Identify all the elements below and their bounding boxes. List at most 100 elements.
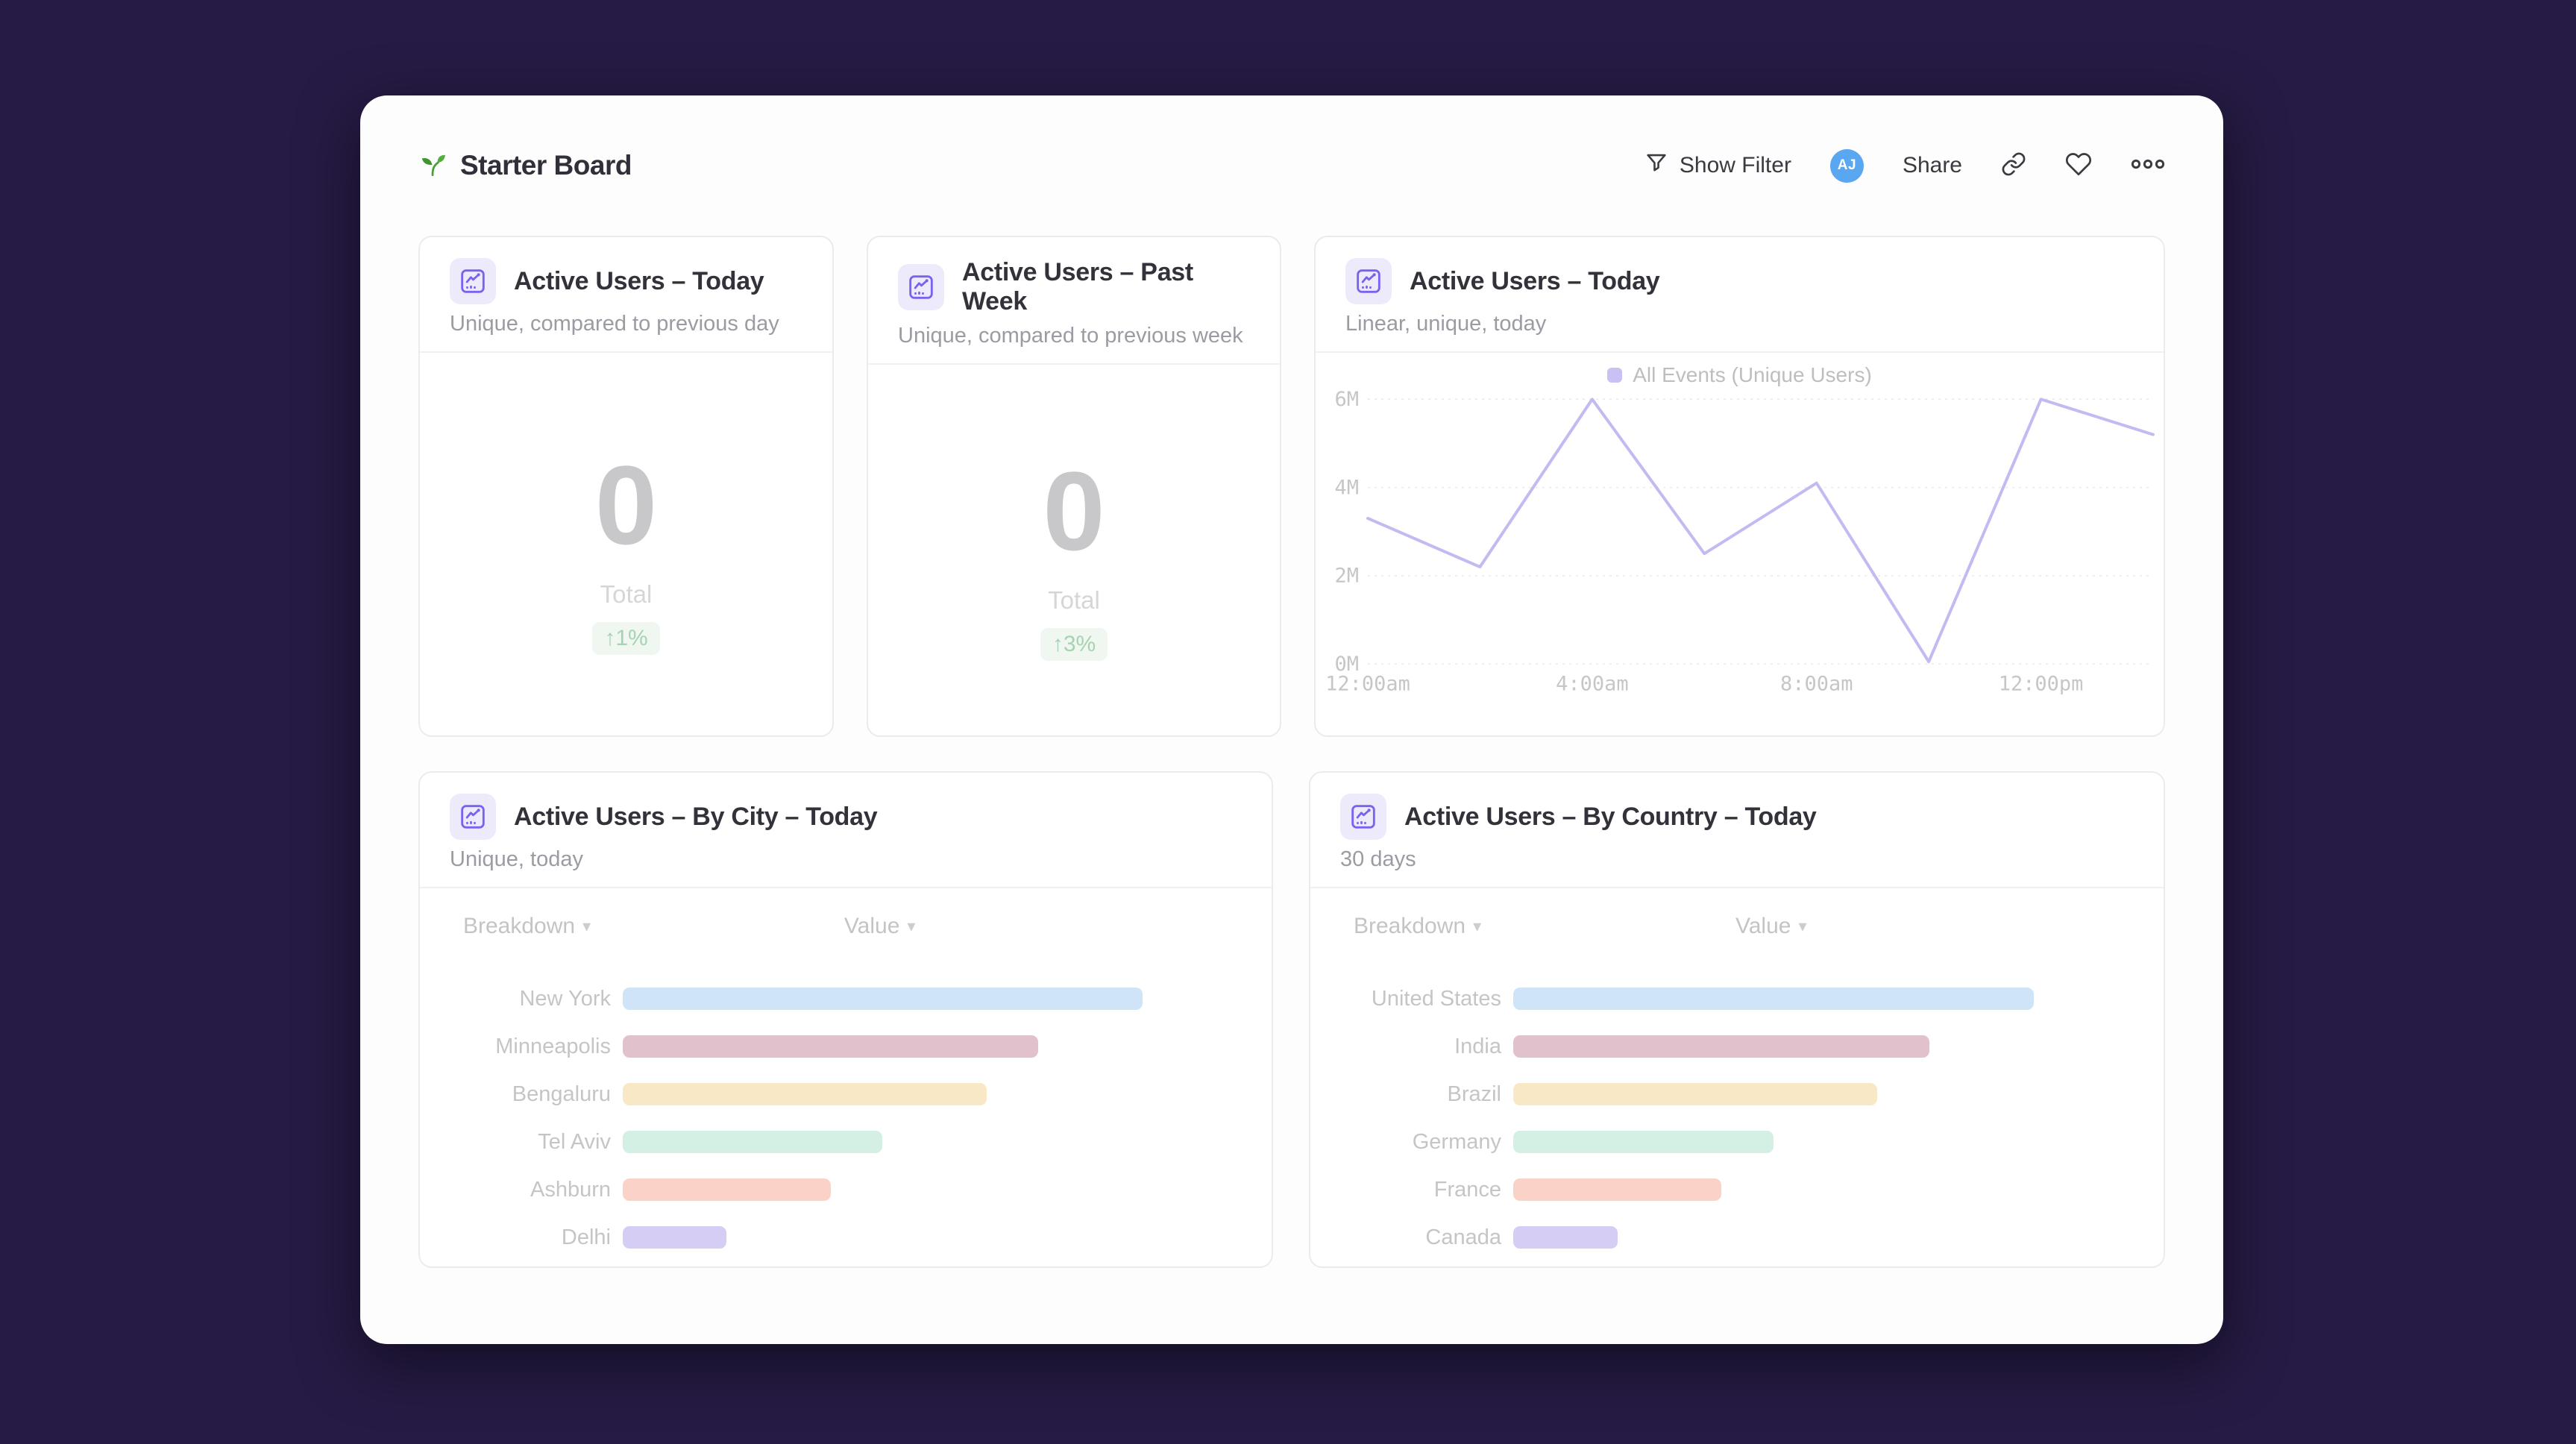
svg-text:2M: 2M bbox=[1335, 565, 1359, 588]
panel-header: Active Users – Today Unique, compared to… bbox=[420, 237, 832, 353]
bar-row-label: Minneapolis bbox=[495, 1034, 611, 1058]
delta-badge: ↑3% bbox=[1040, 627, 1108, 661]
share-label: Share bbox=[1902, 153, 1962, 178]
svg-text:8:00am: 8:00am bbox=[1780, 673, 1853, 696]
panel-subtitle: Unique, today bbox=[450, 847, 583, 871]
bar-row-label: Delhi bbox=[561, 1225, 611, 1249]
bar bbox=[1513, 1226, 1618, 1249]
delta-badge: ↑1% bbox=[592, 621, 660, 655]
chevron-down-icon: ▾ bbox=[582, 917, 591, 935]
breakdown-sort-control[interactable]: Breakdown ▾ bbox=[1354, 914, 1481, 939]
bar-row: Minneapolis bbox=[420, 1023, 1272, 1070]
panel-header: Active Users – By Country – Today 30 day… bbox=[1310, 773, 2164, 888]
chart-icon bbox=[450, 794, 496, 840]
bar-row-label: India bbox=[1454, 1034, 1501, 1058]
top-row: Active Users – Today Unique, compared to… bbox=[418, 236, 2165, 737]
bar-row: Bengaluru bbox=[420, 1070, 1272, 1118]
legend-label: All Events (Unique Users) bbox=[1633, 363, 1872, 386]
value-sort-control[interactable]: Value ▾ bbox=[1735, 914, 1807, 939]
show-filter-label: Show Filter bbox=[1679, 153, 1791, 178]
bar-row: New York bbox=[420, 975, 1272, 1023]
big-number-content: 0 Total ↑1% bbox=[420, 353, 832, 735]
ellipsis-icon bbox=[2131, 157, 2165, 175]
panel-subtitle: Linear, unique, today bbox=[1345, 312, 1547, 336]
svg-text:4:00am: 4:00am bbox=[1556, 673, 1628, 696]
bar-row-label: Bengaluru bbox=[512, 1082, 611, 1106]
bar-row: Ashburn bbox=[420, 1166, 1272, 1214]
bar-row-label: Canada bbox=[1425, 1225, 1501, 1249]
dashboard-card: Starter Board Show Filter AJ Share bbox=[360, 95, 2223, 1344]
panel-active-users-today: Active Users – Today Unique, compared to… bbox=[418, 236, 834, 737]
svg-text:4M: 4M bbox=[1335, 477, 1359, 500]
bar-row: Canada bbox=[1310, 1214, 2164, 1261]
seedling-icon bbox=[418, 150, 447, 182]
filter-icon bbox=[1644, 150, 1669, 181]
favorite-button[interactable] bbox=[2065, 151, 2092, 181]
panel-header: Active Users – Past Week Unique, compare… bbox=[868, 237, 1280, 365]
total-label: Total bbox=[600, 580, 653, 608]
link-icon bbox=[2001, 151, 2026, 180]
svg-text:6M: 6M bbox=[1335, 388, 1359, 411]
heart-icon bbox=[2065, 151, 2092, 181]
bar-row-label: Germany bbox=[1412, 1129, 1501, 1154]
bar-table-header: Breakdown ▾ Value ▾ bbox=[420, 888, 1272, 955]
copy-link-button[interactable] bbox=[2001, 151, 2026, 180]
panel-title: Active Users – Today bbox=[514, 266, 764, 295]
bar-row-label: United States bbox=[1371, 986, 1501, 1011]
chart-icon bbox=[1340, 794, 1386, 840]
panel-title: Active Users – Today bbox=[1410, 266, 1660, 295]
board-title-wrap: Starter Board bbox=[418, 150, 632, 182]
value-sort-control[interactable]: Value ▾ bbox=[844, 914, 916, 939]
bar-row: India bbox=[1310, 1023, 2164, 1070]
breakdown-column-label: Breakdown bbox=[463, 914, 576, 938]
bar bbox=[1513, 1178, 1722, 1201]
chart-legend: All Events (Unique Users) bbox=[1316, 363, 2164, 387]
svg-text:12:00am: 12:00am bbox=[1325, 673, 1410, 696]
bar-row: France bbox=[1310, 1166, 2164, 1214]
bar-row: United States bbox=[1310, 975, 2164, 1023]
breakdown-column-label: Breakdown bbox=[1354, 914, 1466, 938]
panel-header: Active Users – Today Linear, unique, tod… bbox=[1316, 237, 2164, 353]
breakdown-sort-control[interactable]: Breakdown ▾ bbox=[463, 914, 591, 939]
bar bbox=[623, 1131, 883, 1153]
panel-title: Active Users – By City – Today bbox=[514, 802, 878, 831]
chart-icon bbox=[1345, 258, 1392, 304]
bar-rows-country: United States India Brazil Germany France Can… bbox=[1310, 975, 2164, 1261]
line-chart-svg: 0M 2M 4M 6M 12:00am 4:00am 8:00am 12:00pm bbox=[1325, 388, 2155, 696]
bar-row-label: Ashburn bbox=[530, 1177, 611, 1202]
bar bbox=[623, 1226, 727, 1249]
bottom-row: Active Users – By City – Today Unique, t… bbox=[418, 771, 2165, 1268]
chart-icon bbox=[898, 264, 944, 310]
panel-subtitle: Unique, compared to previous day bbox=[450, 312, 779, 336]
total-value: 0 bbox=[594, 442, 658, 568]
bar-row: Delhi bbox=[420, 1214, 1272, 1261]
bar-table-content: Breakdown ▾ Value ▾ United States India Br… bbox=[1310, 888, 2164, 1266]
total-value: 0 bbox=[1043, 448, 1105, 574]
chart-icon bbox=[450, 258, 496, 304]
bar bbox=[623, 1035, 1039, 1058]
bar bbox=[1513, 1035, 1930, 1058]
avatar[interactable]: AJ bbox=[1829, 148, 1864, 183]
panel-active-users-line-chart: Active Users – Today Linear, unique, tod… bbox=[1314, 236, 2165, 737]
bar-row: Germany bbox=[1310, 1118, 2164, 1166]
share-button[interactable]: Share bbox=[1903, 153, 1962, 178]
more-options-button[interactable] bbox=[2131, 157, 2165, 175]
bar-row-label: Brazil bbox=[1447, 1082, 1501, 1106]
bar bbox=[623, 1178, 831, 1201]
total-label: Total bbox=[1048, 586, 1100, 614]
page-title: Starter Board bbox=[460, 150, 632, 180]
bar-rows-city: New York Minneapolis Bengaluru Tel Aviv Ashb… bbox=[420, 975, 1272, 1261]
header-actions: Show Filter AJ Share bbox=[1644, 148, 2165, 183]
chevron-down-icon: ▾ bbox=[907, 917, 916, 935]
bar-row: Tel Aviv bbox=[420, 1118, 1272, 1166]
bar-row: Brazil bbox=[1310, 1070, 2164, 1118]
panel-active-users-by-city: Active Users – By City – Today Unique, t… bbox=[418, 771, 1273, 1268]
panel-active-users-by-country: Active Users – By Country – Today 30 day… bbox=[1309, 771, 2165, 1268]
legend-swatch bbox=[1607, 368, 1623, 383]
board-header: Starter Board Show Filter AJ Share bbox=[418, 95, 2165, 236]
show-filter-button[interactable]: Show Filter bbox=[1644, 150, 1791, 181]
svg-text:0M: 0M bbox=[1335, 653, 1359, 676]
bar bbox=[623, 1083, 987, 1105]
bar bbox=[1513, 988, 2034, 1010]
chevron-down-icon: ▾ bbox=[1473, 917, 1482, 935]
